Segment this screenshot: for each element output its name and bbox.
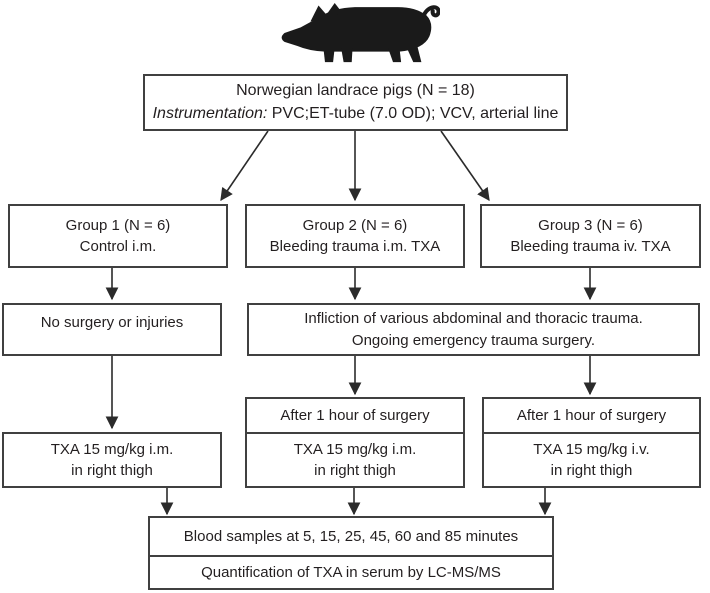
instrumentation-detail: PVC;ET-tube (7.0 OD); VCV, arterial line: [267, 104, 559, 122]
txa-dose-group1: TXA 15 mg/kg i.m.: [50, 440, 174, 458]
group-3-title: Group 3 (N = 6): [538, 216, 643, 234]
txa-site-group2: in right thigh: [314, 462, 396, 479]
group-3-desc: Bleeding trauma iv. TXA: [510, 238, 671, 255]
instrumentation-label: Instrumentation:: [152, 104, 268, 122]
group-3-box: Group 3 (N = 6) Bleeding trauma iv. TXA: [480, 204, 701, 268]
txa-dose-group3: TXA 15 mg/kg i.v.: [533, 440, 650, 458]
group-2-box: Group 2 (N = 6) Bleeding trauma i.m. TXA: [245, 204, 465, 268]
txa-dose-group2: TXA 15 mg/kg i.m.: [293, 440, 417, 458]
txa-site-group3: in right thigh: [550, 462, 633, 479]
group-2-desc: Bleeding trauma i.m. TXA: [269, 238, 441, 255]
quantification-box: Quantification of TXA in serum by LC-MS/…: [148, 555, 554, 590]
group-2-title: Group 2 (N = 6): [302, 216, 408, 234]
population-line: Norwegian landrace pigs (N = 18): [236, 81, 475, 99]
pig-icon: [281, 3, 440, 63]
txa-box-group2: TXA 15 mg/kg i.m. in right thigh: [245, 432, 465, 488]
txa-box-group1: TXA 15 mg/kg i.m. in right thigh: [2, 432, 222, 488]
population-box: Norwegian landrace pigs (N = 18) Instrum…: [143, 74, 568, 131]
blood-samples-box: Blood samples at 5, 15, 25, 45, 60 and 8…: [148, 516, 554, 557]
instrumentation-line: Instrumentation: PVC;ET-tube (7.0 OD); V…: [153, 103, 559, 126]
quantification-text: Quantification of TXA in serum by LC-MS/…: [201, 563, 501, 581]
after-surgery-text-mid: After 1 hour of surgery: [280, 406, 430, 424]
trauma-line2: Ongoing emergency trauma surgery.: [351, 331, 596, 349]
arrow-top-to-group1: [220, 130, 269, 202]
txa-box-group3: TXA 15 mg/kg i.v. in right thigh: [482, 432, 701, 488]
after-surgery-box-mid: After 1 hour of surgery: [245, 397, 465, 434]
blood-samples-text: Blood samples at 5, 15, 25, 45, 60 and 8…: [183, 527, 519, 545]
arrow-top-to-group3: [440, 130, 490, 202]
trauma-box: Infliction of various abdominal and thor…: [247, 303, 700, 356]
trauma-line1: Infliction of various abdominal and thor…: [304, 310, 643, 328]
after-surgery-text-right: After 1 hour of surgery: [516, 406, 667, 424]
after-surgery-box-right: After 1 hour of surgery: [482, 397, 701, 434]
group-1-desc: Control i.m.: [79, 238, 157, 255]
group-1-title: Group 1 (N = 6): [65, 216, 171, 234]
no-surgery-box: No surgery or injuries: [2, 303, 222, 356]
group-1-box: Group 1 (N = 6) Control i.m.: [8, 204, 228, 268]
no-surgery-text: No surgery or injuries: [40, 314, 184, 331]
txa-site-group1: in right thigh: [71, 462, 153, 479]
